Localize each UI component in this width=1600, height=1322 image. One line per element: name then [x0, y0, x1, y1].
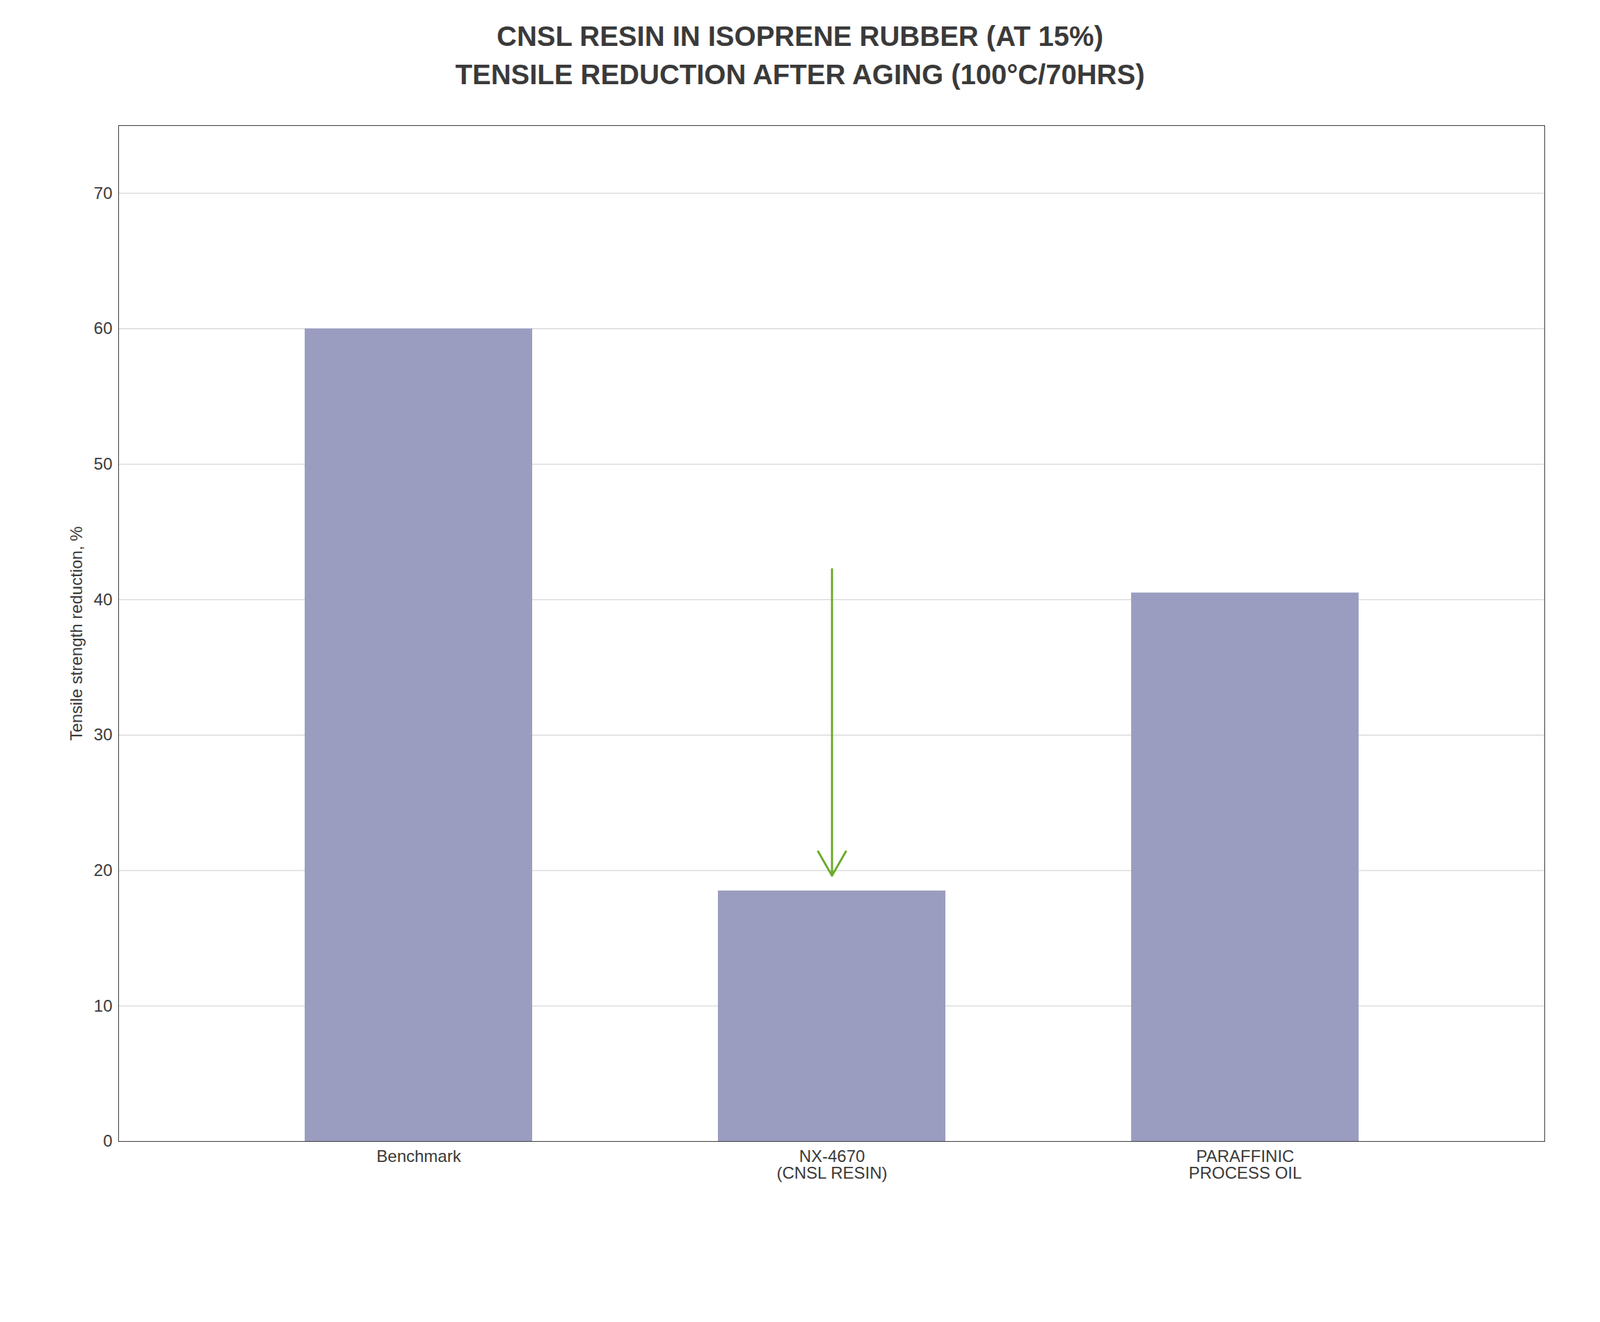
svg-text:Benchmark: Benchmark	[376, 1146, 462, 1166]
svg-text:10: 10	[93, 996, 113, 1015]
html-text:TENSILE REDUCTION AFTER AGING: TENSILE REDUCTION AFTER AGING (100°C/70H…	[455, 59, 1145, 90]
svg-text:NX-4670(CNSL RESIN): NX-4670(CNSL RESIN)	[776, 1146, 887, 1182]
svg-text:50: 50	[93, 454, 113, 474]
svg-text:Tensile strength reduction, %: Tensile strength reduction, %	[66, 525, 86, 741]
svg-text:30: 30	[93, 724, 113, 744]
svg-text:Lower tensile change afterheat: Lower tensile change afterheat exposure …	[720, 479, 944, 537]
svg-text:PARAFFINICPROCESS OIL: PARAFFINICPROCESS OIL	[1188, 1146, 1303, 1182]
svg-text:20: 20	[93, 860, 113, 880]
svg-text:40: 40	[93, 589, 113, 609]
svg-text:0: 0	[102, 1131, 112, 1150]
svg-text:70: 70	[93, 183, 113, 203]
svg-text:60: 60	[93, 318, 113, 338]
html-text:CNSL RESIN IN ISOPRENE RUBBER: CNSL RESIN IN ISOPRENE RUBBER (AT 15%)	[496, 20, 1104, 52]
